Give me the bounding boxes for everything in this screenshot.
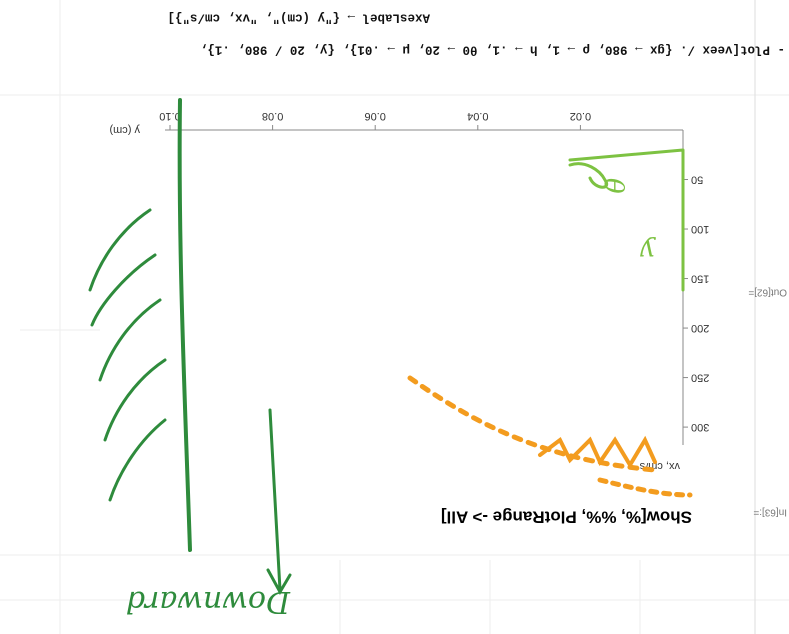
plot: 0.02 0.04 0.06 0.08 0.10 50 100 150 200 250 300 y (… [109,110,709,472]
handwritten-note: θ [598,178,628,194]
y-tick-label: 50 [691,174,703,186]
handwriting [88,98,693,596]
x-tick-label: 0.06 [364,110,385,122]
x-tick-label: 0.10 [159,110,180,122]
input-label: In[63]:= [753,506,787,517]
y-tick-label: 200 [691,322,709,334]
x-tick-label: 0.02 [570,110,591,122]
output-label: Out[62]= [748,286,787,297]
code-line: - Plot[veex /. {gx → 980, ρ → 1, h → .1,… [200,43,785,57]
handwritten-note: Downward [126,584,291,619]
y-tick-label: 300 [691,421,709,433]
x-tick-label: 0.04 [467,110,488,122]
y-tick-label: 100 [691,223,709,235]
x-axis-label: y (cm) [109,124,140,136]
x-tick-label: 0.08 [262,110,283,122]
y-tick-label: 150 [691,273,709,285]
handwritten-note: y [640,236,656,266]
code-line: AxesLabel → {"y (cm)", "vx, cm/s"}] [167,11,430,25]
y-tick-label: 250 [691,372,709,384]
input-code: Show[%, %%, PlotRange -> All] [441,508,692,527]
